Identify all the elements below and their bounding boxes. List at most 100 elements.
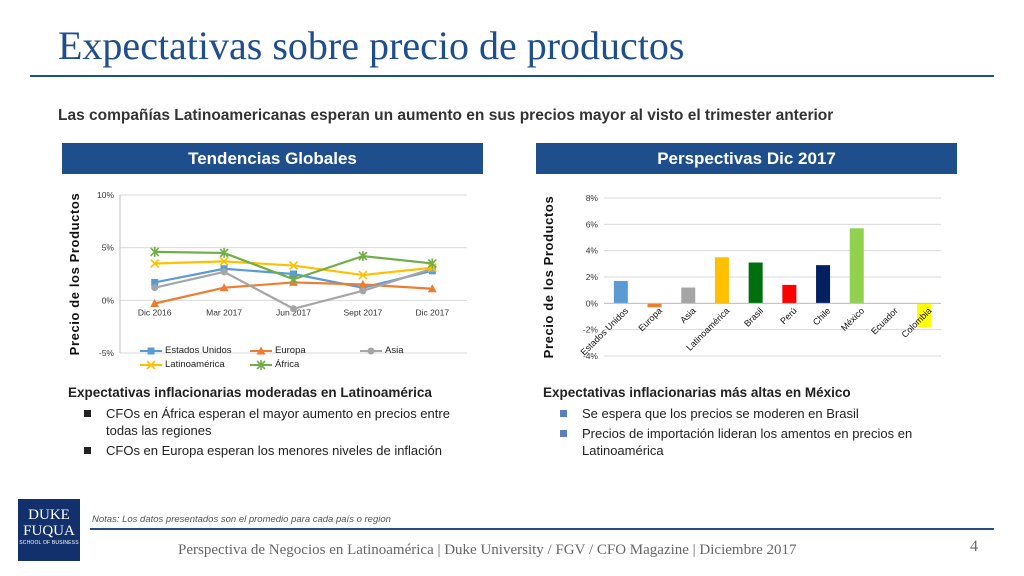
triangle-marker (256, 346, 266, 354)
x-marker (358, 270, 368, 280)
x-marker (150, 258, 160, 269)
triangle-marker (150, 298, 160, 307)
legend-label: Europa (275, 345, 306, 356)
x-tick-label: Dic 2016 (138, 307, 172, 317)
triangle-marker (427, 284, 437, 293)
list-item: Precios de importación lideran los ament… (560, 425, 960, 459)
bar (714, 257, 729, 304)
y-tick-label: 6% (586, 219, 599, 229)
line-chart-legend: Estados Unidos Europa Asia Latinoamérica Áfr… (140, 344, 470, 372)
bar (816, 265, 831, 304)
right-panel-header: Perspectivas Dic 2017 (536, 143, 957, 174)
y-tick-label: -2% (583, 325, 599, 335)
bar (647, 303, 662, 308)
x-tick-label: Mar 2017 (206, 307, 242, 317)
y-tick-label: 0% (586, 298, 599, 308)
circle-marker (220, 268, 228, 276)
bullet-text: CFOs en África esperan el mayor aumento … (106, 406, 450, 438)
y-axis-title: Precio de los Productos (67, 193, 82, 356)
triangle-marker (219, 283, 229, 292)
logo-line-1: DUKE (28, 507, 70, 523)
x-tick-label: Perú (778, 306, 799, 327)
logo-line-3: SCHOOL OF BUSINESS (19, 540, 79, 546)
legend-swatch (250, 346, 272, 354)
x-tick-label: Chile (811, 306, 833, 328)
bullet-square-icon (560, 430, 567, 437)
circle-marker (367, 347, 375, 354)
star-marker (358, 251, 368, 262)
bullet-text: Se espera que los precios se moderen en … (582, 406, 859, 421)
x-tick-label: Jun 2017 (276, 307, 311, 317)
right-bullet-list: Se espera que los precios se moderen en … (560, 405, 960, 462)
bar (917, 303, 932, 328)
x-tick-label: Asia (678, 306, 697, 325)
legend-swatch (360, 347, 382, 354)
left-bullet-list: CFOs en África esperan el mayor aumento … (84, 405, 484, 462)
x-marker (146, 359, 156, 370)
bar (782, 284, 797, 304)
x-tick-label: Brasil (742, 306, 765, 329)
logo-line-2: FUQUA (23, 523, 75, 539)
legend-swatch (250, 359, 272, 370)
bullet-square-icon (84, 410, 91, 417)
bullet-text: CFOs en Europa esperan los menores nivel… (106, 443, 443, 458)
legend-label: Latinoamérica (165, 359, 225, 370)
star-marker (427, 258, 437, 269)
series-5 (150, 246, 437, 285)
slide-subtitle: Las compañías Latinoamericanas esperan u… (58, 107, 834, 124)
bar (613, 280, 628, 304)
legend-entry: África (250, 358, 299, 371)
y-tick-label: 0% (102, 295, 115, 305)
x-tick-label: México (839, 306, 866, 333)
left-panel-header: Tendencias Globales (62, 143, 483, 174)
footer-text: Perspectiva de Negocios en Latinoamérica… (178, 542, 797, 558)
bar-chart: -4% -2% 0% 2% 4% 6% 8% Precio de los Productos E… (541, 193, 941, 361)
legend-label: Estados Unidos (165, 345, 232, 356)
page-number: 4 (970, 538, 978, 555)
y-tick-label: 4% (586, 246, 599, 256)
y-tick-label: 2% (586, 272, 599, 282)
list-item: CFOs en África esperan el mayor aumento … (84, 405, 484, 439)
x-marker (219, 256, 229, 266)
bullet-square-icon (84, 447, 91, 454)
duke-fuqua-logo: DUKE FUQUA SCHOOL OF BUSINESS (18, 499, 80, 561)
legend-swatch (140, 347, 162, 354)
page-title: Expectativas sobre precio de productos (58, 23, 685, 68)
y-tick-label: -5% (99, 348, 115, 358)
y-axis-title: Precio de los Productos (541, 196, 556, 359)
y-tick-label: -4% (583, 351, 599, 361)
line-chart: -5% 0% 5% 10% Dic 2016 Mar 2017 Jun 2017 Sept 2… (67, 190, 467, 358)
bullet-square-icon (560, 410, 567, 417)
star-marker (256, 359, 266, 370)
square-marker (147, 347, 155, 354)
list-item: Se espera que los precios se moderen en … (560, 405, 960, 422)
y-tick-label: 8% (586, 193, 599, 203)
circle-marker (359, 287, 367, 295)
x-tick-label: Ecuador (869, 306, 900, 337)
x-tick-label: Dic 2017 (416, 307, 450, 317)
x-marker (288, 261, 299, 271)
list-item: CFOs en Europa esperan los menores nivel… (84, 442, 484, 459)
bullet-text: Precios de importación lideran los ament… (582, 426, 913, 458)
square-marker (151, 278, 159, 286)
legend-label: Asia (385, 345, 404, 356)
notes-text: Notas: Los datos presentados son el prom… (92, 514, 391, 525)
triangle-marker (358, 280, 368, 289)
bar (681, 287, 696, 304)
star-marker (150, 246, 160, 257)
bar (849, 228, 864, 304)
circle-marker (290, 305, 297, 313)
bar (748, 262, 763, 304)
y-tick-label: 10% (97, 190, 114, 200)
legend-entry: Asia (360, 344, 403, 357)
star-marker (219, 247, 229, 258)
square-marker (290, 270, 297, 278)
legend-entry: Europa (250, 344, 306, 357)
y-tick-label: 5% (102, 243, 115, 253)
legend-label: África (275, 359, 300, 370)
right-text-heading: Expectativas inflacionarias más altas en… (543, 385, 851, 400)
x-tick-label: Sept 2017 (344, 307, 383, 317)
left-text-heading: Expectativas inflacionarias moderadas en… (68, 385, 432, 400)
footer-divider (90, 528, 994, 530)
legend-entry: Latinoamérica (140, 358, 225, 371)
